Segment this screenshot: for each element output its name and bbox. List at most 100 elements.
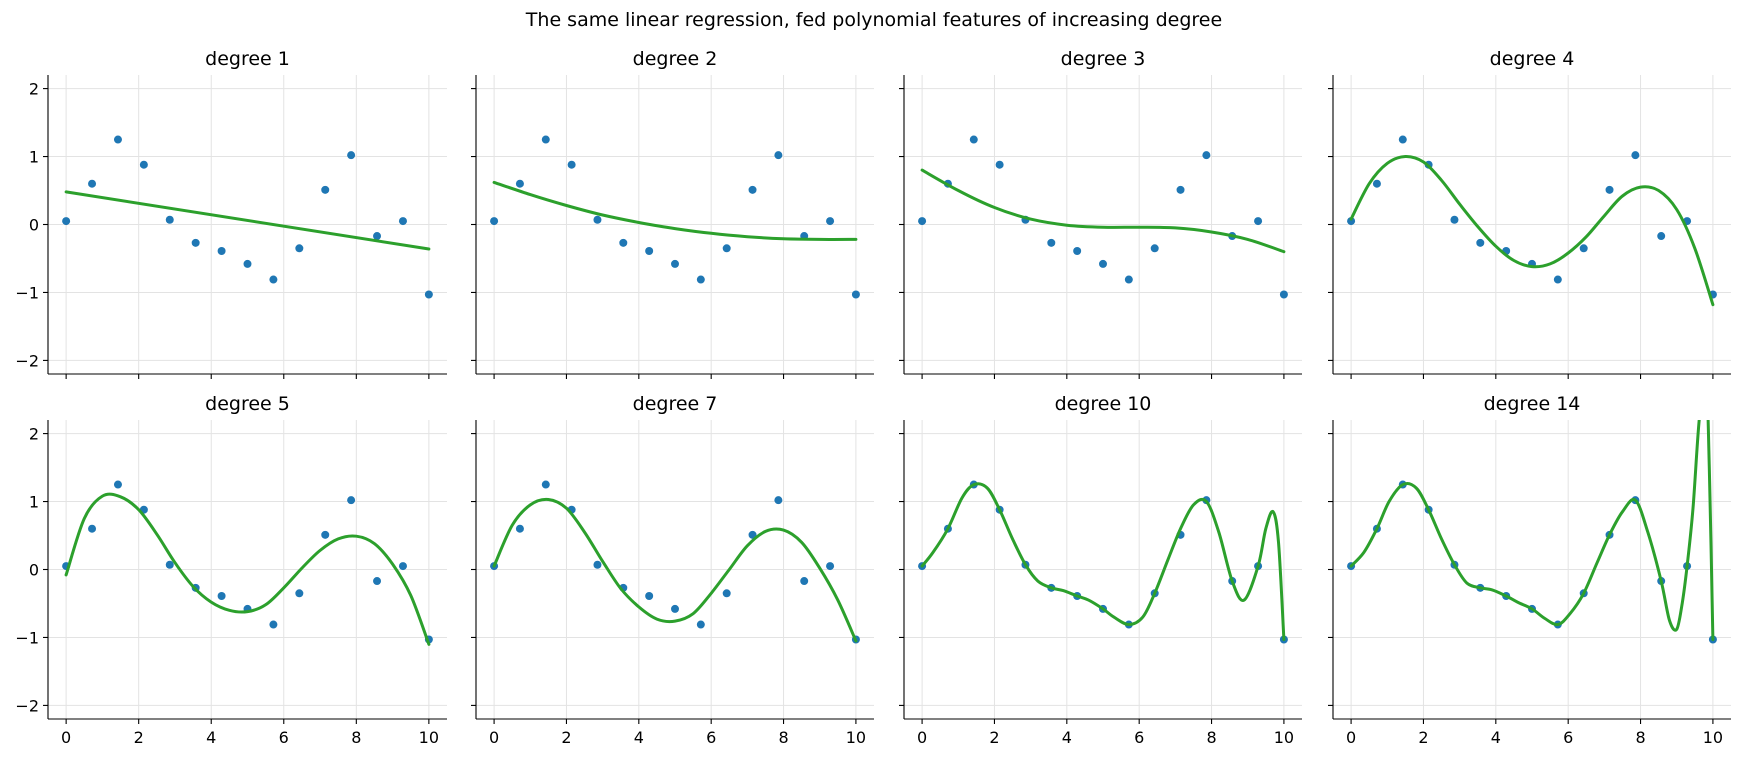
x-tick-label: 8	[1206, 728, 1216, 747]
x-tick-label: 4	[634, 728, 644, 747]
data-point	[321, 530, 330, 539]
data-point	[722, 589, 731, 598]
data-point	[969, 135, 978, 144]
data-point	[191, 238, 200, 247]
panel-5: −2 −1 0 1 2 0 2 4 6 8 10 degree 5	[15, 393, 447, 747]
data-point	[774, 496, 783, 505]
panel-1: −2 −1 0 1 2 degree 1	[15, 48, 447, 379]
data-point	[88, 524, 97, 533]
data-point	[269, 275, 278, 284]
data-point	[645, 592, 654, 601]
data-point	[321, 185, 330, 194]
data-point	[1605, 185, 1614, 194]
data-point	[1047, 238, 1056, 247]
panel-6: 0 2 4 6 8 10 degree 7	[471, 393, 874, 747]
data-points	[918, 135, 1288, 299]
data-point	[1631, 151, 1640, 160]
x-tick-label: 4	[1491, 728, 1501, 747]
fit-curve	[64, 190, 431, 251]
x-tick-label: 2	[134, 728, 144, 747]
y-tick-label: 1	[29, 148, 39, 167]
panel-7: 0 2 4 6 8 10 degree 10	[899, 393, 1302, 747]
x-tick-label: 4	[206, 728, 216, 747]
x-tick-label: 0	[489, 728, 499, 747]
x-tick-label: 2	[561, 728, 571, 747]
data-point	[373, 577, 382, 586]
data-point	[995, 160, 1004, 169]
data-point	[1476, 238, 1485, 247]
x-tick-label: 8	[1635, 728, 1645, 747]
data-point	[165, 560, 174, 569]
data-point	[918, 217, 927, 226]
data-point	[1202, 151, 1211, 160]
data-points	[62, 135, 433, 299]
data-point	[347, 496, 356, 505]
x-tick-label: 10	[1274, 728, 1294, 747]
panel-title: degree 7	[633, 393, 718, 415]
data-point	[1176, 185, 1185, 194]
x-tick-label: 10	[846, 728, 866, 747]
data-point	[113, 135, 122, 144]
x-tick-label: 0	[917, 728, 927, 747]
panels-grid: −2 −1 0 1 2 degree 1 degree 2 degree 3 degree 4 −…	[15, 48, 1731, 747]
fit-curve	[1349, 420, 1715, 641]
y-tick-label: 1	[29, 493, 39, 512]
y-tick-label: −2	[15, 351, 39, 370]
x-tick-label: 0	[61, 728, 71, 747]
panel-title: degree 14	[1484, 393, 1581, 415]
data-point	[398, 562, 407, 571]
x-tick-label: 10	[419, 728, 439, 747]
y-tick-label: 0	[29, 561, 39, 580]
x-tick-label: 6	[1563, 728, 1573, 747]
data-point	[295, 244, 304, 253]
x-tick-label: 10	[1703, 728, 1723, 747]
data-point	[851, 290, 860, 299]
data-point	[800, 577, 809, 586]
panel-2: degree 2	[471, 48, 874, 379]
fit-curve	[492, 180, 858, 241]
y-tick-label: 2	[29, 425, 39, 444]
data-point	[62, 217, 71, 226]
data-point	[1150, 244, 1159, 253]
data-point	[1450, 215, 1459, 224]
data-point	[1398, 135, 1407, 144]
fit-curve	[64, 492, 431, 646]
data-point	[88, 179, 97, 188]
data-point	[722, 244, 731, 253]
panel-4: degree 4	[1328, 48, 1731, 379]
data-point	[1254, 217, 1263, 226]
data-point	[541, 480, 550, 489]
data-point	[567, 160, 576, 169]
panel-title: degree 10	[1055, 393, 1152, 415]
y-tick-label: −2	[15, 696, 39, 715]
data-point	[645, 247, 654, 256]
data-points	[62, 480, 433, 644]
data-point	[826, 562, 835, 571]
data-point	[1372, 179, 1381, 188]
panel-title: degree 2	[633, 48, 718, 70]
data-point	[1073, 247, 1082, 256]
data-point	[515, 179, 524, 188]
data-point	[826, 217, 835, 226]
data-point	[671, 259, 679, 268]
data-point	[1657, 232, 1666, 241]
x-tick-label: 6	[706, 728, 716, 747]
data-point	[139, 160, 148, 169]
data-point	[696, 620, 705, 629]
data-point	[593, 215, 602, 224]
y-tick-label: −1	[15, 283, 39, 302]
fit-curve	[1349, 154, 1715, 307]
data-points	[918, 480, 1288, 644]
fit-curve	[920, 168, 1286, 254]
data-point	[1347, 217, 1356, 226]
data-point	[1099, 259, 1107, 268]
data-point	[593, 560, 602, 569]
panel-title: degree 1	[205, 48, 290, 70]
fit-curve	[920, 482, 1286, 641]
data-point	[748, 185, 757, 194]
x-tick-label: 0	[1346, 728, 1356, 747]
panel-title: degree 5	[205, 393, 290, 415]
data-point	[217, 592, 226, 601]
data-point	[619, 238, 628, 247]
